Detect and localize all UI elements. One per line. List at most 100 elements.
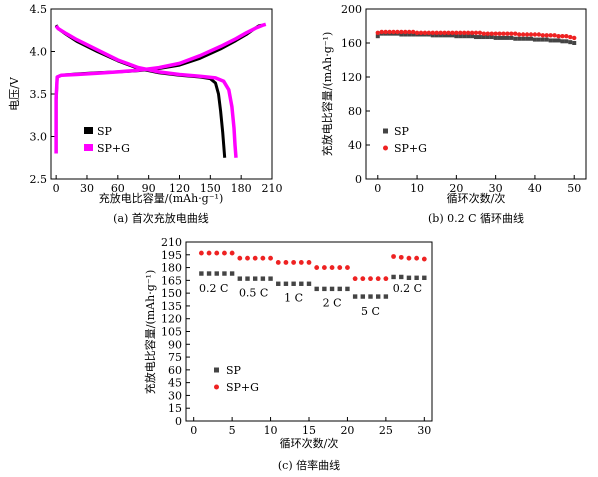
- chart-c-ytick-label: 210: [161, 236, 182, 249]
- data-point-sp: [474, 35, 478, 40]
- chart-b-ylabel: 充放电比容量/(mAh·g⁻¹): [320, 32, 334, 157]
- data-point-sp: [199, 271, 204, 276]
- data-point-sp: [513, 36, 518, 41]
- data-point-sp: [399, 274, 404, 280]
- chart-a-series-spplus-g-charge: [54, 22, 267, 154]
- data-point-sp: [485, 35, 490, 40]
- data-point-sp: [521, 36, 526, 41]
- data-point-spg: [489, 31, 494, 36]
- data-point-sp: [529, 36, 533, 41]
- data-point-sp: [245, 276, 250, 281]
- chart-c-ytick-label: 120: [161, 313, 182, 326]
- data-point-spg: [465, 30, 471, 35]
- data-point-sp: [544, 37, 549, 42]
- chart-c-ylabel: 充放电比容量/(mAh·g⁻¹): [143, 270, 157, 395]
- data-point-sp: [525, 36, 530, 41]
- data-point-spg: [407, 29, 412, 35]
- chart-c-xlabel: 循环次数/次: [280, 436, 339, 450]
- data-point-spg: [229, 250, 235, 256]
- chart-b-xtick-label: 10: [410, 182, 424, 195]
- chart-b-frame: [365, 8, 587, 180]
- chart-c-ytick-label: 195: [161, 249, 182, 262]
- data-point-sp: [430, 33, 435, 38]
- data-point-sp: [407, 32, 412, 37]
- data-point-sp: [434, 33, 439, 38]
- data-point-spg: [493, 31, 498, 36]
- data-point-sp: [532, 37, 537, 42]
- rate-annotation: 1 C: [284, 291, 303, 304]
- chart-c-ytick-label: 60: [168, 364, 182, 377]
- data-point-sp: [414, 275, 419, 280]
- data-point-sp: [560, 39, 565, 44]
- data-point-spg: [446, 30, 451, 35]
- chart-a-xtick-label: 210: [262, 182, 283, 195]
- rate-annotation: 2 C: [323, 297, 342, 310]
- data-point-spg: [414, 255, 420, 261]
- data-point-spg: [540, 33, 545, 38]
- data-point-spg: [414, 30, 420, 35]
- data-point-spg: [458, 30, 463, 35]
- data-point-sp: [403, 32, 408, 37]
- data-point-sp: [446, 33, 451, 38]
- data-point-sp: [438, 33, 443, 38]
- chart-c-xtick-label: 0: [190, 424, 197, 437]
- data-point-sp: [306, 281, 312, 286]
- legend-swatch: [84, 144, 93, 151]
- data-point-sp: [214, 271, 219, 276]
- data-point-sp: [383, 294, 389, 299]
- chart-c-ytick-label: 165: [161, 274, 182, 287]
- chart-a-xtick-label: 150: [200, 182, 221, 195]
- data-point-spg: [345, 265, 350, 270]
- data-point-spg: [283, 260, 289, 265]
- data-point-spg: [275, 260, 281, 265]
- data-point-spg: [206, 250, 212, 256]
- data-point-sp: [470, 34, 475, 39]
- data-point-spg: [337, 265, 343, 270]
- chart-c-ytick-label: 15: [168, 402, 182, 415]
- data-point-spg: [291, 260, 297, 265]
- data-point-spg: [406, 255, 412, 261]
- data-point-spg: [509, 31, 514, 36]
- data-point-spg: [469, 30, 475, 35]
- data-point-spg: [399, 29, 404, 35]
- legend-label: SP+G: [97, 142, 130, 155]
- chart-c-ytick-label: 180: [161, 262, 182, 275]
- legend-swatch: [383, 145, 388, 151]
- data-point-sp: [505, 35, 510, 40]
- chart-c-ytick-label: 0: [175, 415, 182, 428]
- data-point-sp: [493, 35, 498, 40]
- rate-annotation: 5 C: [361, 305, 380, 318]
- data-point-spg: [497, 31, 502, 36]
- data-point-sp: [481, 35, 486, 40]
- data-point-spg: [245, 255, 250, 261]
- data-point-spg: [548, 33, 553, 38]
- chart-a-ytick-label: 2.5: [30, 173, 48, 186]
- data-point-spg: [524, 32, 530, 37]
- data-point-sp: [291, 281, 296, 286]
- data-point-sp: [450, 33, 455, 38]
- chart-c-frame: [185, 241, 433, 422]
- data-point-sp: [454, 34, 459, 39]
- chart-c-xtick-label: 20: [340, 424, 354, 437]
- chart-b-ytick-label: 120: [341, 71, 362, 84]
- chart-b-ytick-label: 200: [341, 3, 362, 16]
- chart-c-ytick-label: 105: [161, 326, 182, 339]
- data-point-spg: [379, 29, 384, 35]
- chart-a-ytick-label: 4.5: [30, 3, 48, 16]
- data-point-spg: [395, 29, 400, 35]
- data-point-spg: [473, 30, 479, 35]
- chart-a-frame: [50, 8, 273, 180]
- data-point-sp: [540, 37, 545, 42]
- data-point-sp: [552, 38, 557, 43]
- data-point-spg: [314, 265, 320, 270]
- chart-a-xtick-label: 90: [142, 182, 156, 195]
- legend-swatch: [383, 128, 388, 134]
- data-point-spg: [442, 30, 447, 35]
- data-point-spg: [383, 29, 388, 35]
- data-point-sp: [497, 35, 502, 40]
- data-point-sp: [375, 294, 381, 299]
- data-point-spg: [481, 31, 487, 36]
- chart-b-caption: (b) 0.2 C 循环曲线: [428, 211, 524, 225]
- data-point-spg: [198, 250, 204, 256]
- data-point-sp: [391, 274, 396, 280]
